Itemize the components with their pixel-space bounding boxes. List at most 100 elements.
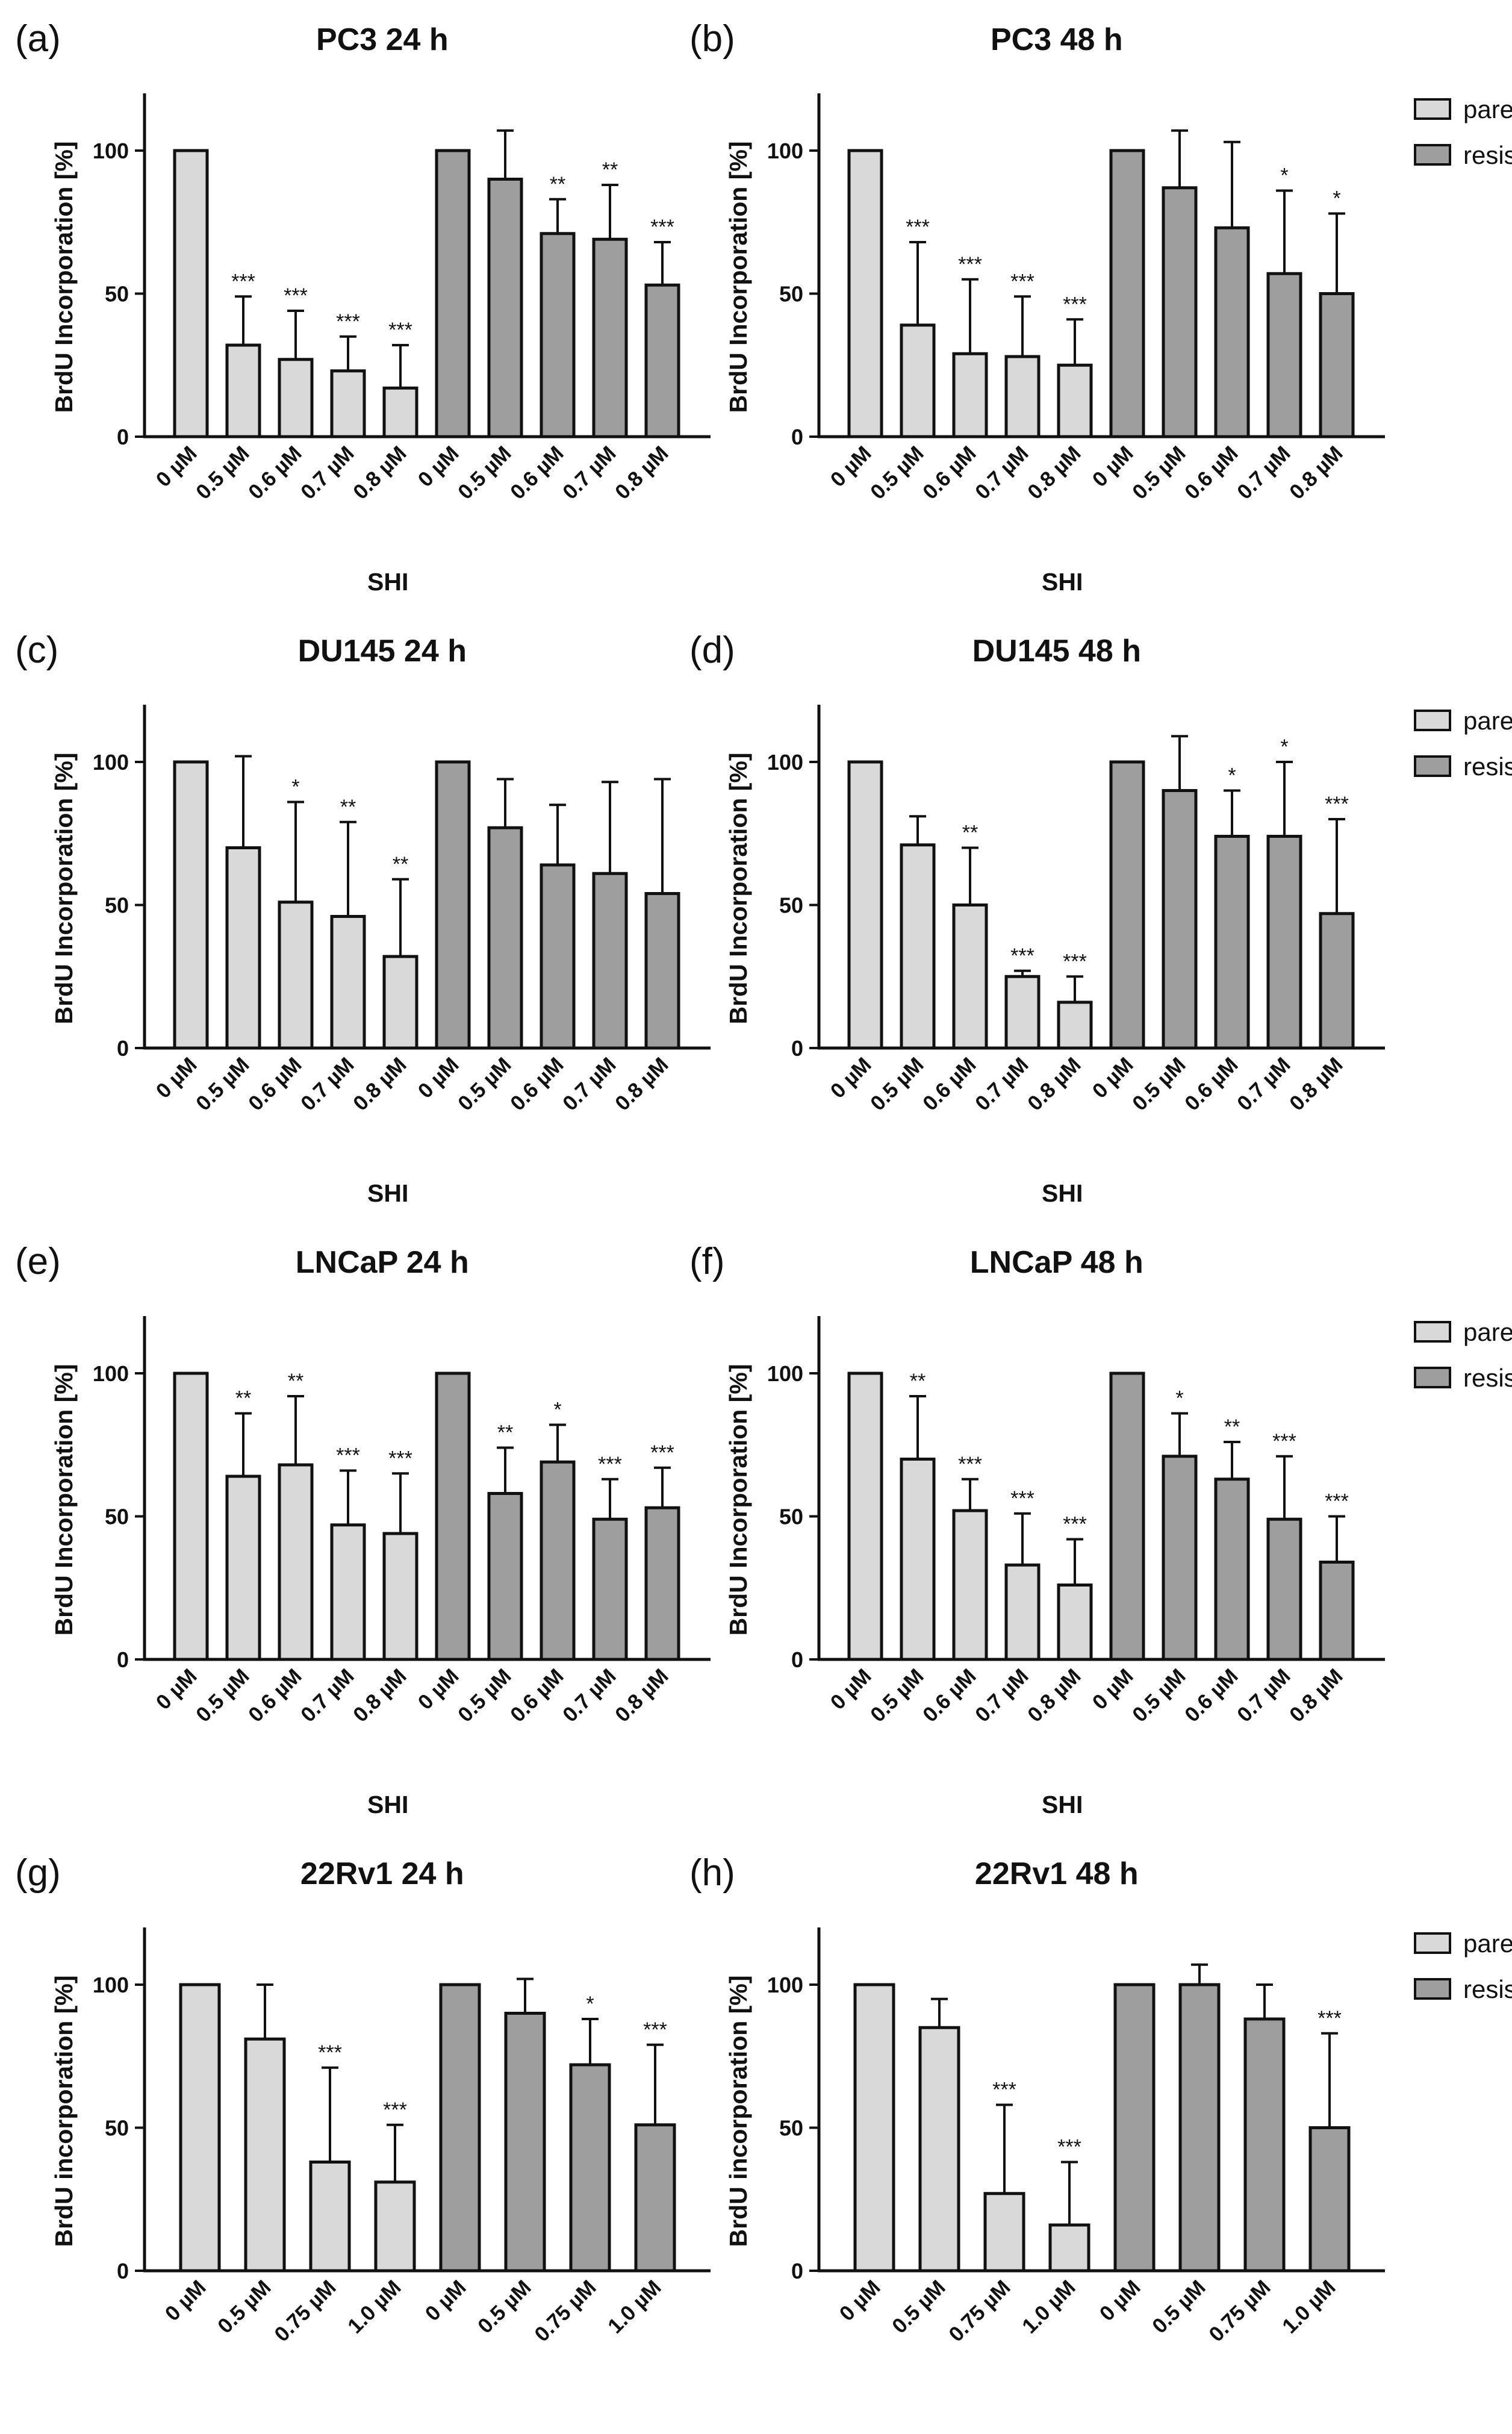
significance-label: *** xyxy=(958,253,982,276)
bar-resistant-2 xyxy=(540,232,576,438)
x-tick-label: 0.75 µM xyxy=(270,2276,341,2347)
x-tick-label: 0.75 µM xyxy=(944,2276,1015,2347)
chart-panel-5: (e) LNCaP 24 h BrdU Incorporation [%] 0 50 10… xyxy=(15,1241,711,1818)
y-tick-label: 100 xyxy=(93,1361,129,1386)
chart-panel-3: (c) DU145 24 h BrdU Incorporation [%] 0 50 10… xyxy=(15,629,711,1207)
x-tick-label: 0.7 µM xyxy=(558,1053,621,1116)
legend-swatch-parental xyxy=(1414,98,1451,120)
bar-parental-3 xyxy=(1004,975,1041,1050)
legend-swatch-resistant xyxy=(1414,755,1451,777)
significance-label: * xyxy=(553,1399,561,1421)
x-tick-label: 0.5 µM xyxy=(888,2276,950,2338)
x-tick-label: 0.8 µM xyxy=(1023,1053,1086,1116)
significance-label: * xyxy=(1280,164,1288,187)
x-tick-label: 0.5 µM xyxy=(473,2276,536,2338)
y-tick-label: 50 xyxy=(105,282,129,307)
y-tick-label: 50 xyxy=(779,282,803,307)
x-tick-label: 0.6 µM xyxy=(506,1664,568,1727)
bar-resistant-4 xyxy=(1319,912,1355,1050)
x-tick-label: 0.5 µM xyxy=(191,1053,254,1116)
x-tick-label: 0.8 µM xyxy=(611,1053,673,1116)
significance-label: *** xyxy=(1010,1487,1034,1510)
chart-title: PC3 24 h xyxy=(316,22,449,57)
y-axis-label: BrdU Incorporation [%] xyxy=(724,142,752,413)
x-tick-label: 0.6 µM xyxy=(918,442,981,504)
bar-parental-1 xyxy=(900,843,936,1050)
bar-resistant-1 xyxy=(504,2012,546,2273)
bar-parental-3 xyxy=(374,2180,416,2273)
bar-parental-4 xyxy=(382,955,418,1050)
chart-title: 22Rv1 24 h xyxy=(300,1856,464,1891)
x-tick-label: 0.8 µM xyxy=(1023,1664,1086,1727)
bar-resistant-3 xyxy=(1266,1517,1302,1661)
significance-label: * xyxy=(1175,1387,1183,1410)
x-tick-label: 0.6 µM xyxy=(244,1664,306,1727)
bar-parental-0 xyxy=(173,149,209,438)
significance-label: * xyxy=(1333,187,1340,210)
bar-parental-1 xyxy=(900,323,936,438)
legend-swatch-parental xyxy=(1414,710,1451,731)
bar-resistant-2 xyxy=(1214,226,1250,438)
significance-label: *** xyxy=(643,2018,667,2041)
bar-parental-1 xyxy=(225,846,261,1050)
x-tick-label: 0.8 µM xyxy=(1023,442,1086,504)
significance-label: *** xyxy=(1325,793,1349,816)
y-tick-label: 0 xyxy=(791,425,803,449)
x-tick-label: 0 µM xyxy=(1095,2276,1145,2326)
panel-label: (d) xyxy=(689,629,735,671)
x-tick-label: 0.6 µM xyxy=(244,442,306,504)
bar-resistant-3 xyxy=(592,1517,628,1661)
x-tick-label: 0.8 µM xyxy=(611,442,673,504)
panel-label: (a) xyxy=(15,18,61,60)
legend-label-resistant: resistant xyxy=(1463,1975,1512,2003)
bar-resistant-4 xyxy=(644,1506,680,1661)
bar-parental-2 xyxy=(309,2161,351,2273)
bar-resistant-2 xyxy=(1214,835,1250,1050)
legend-label-parental: parental xyxy=(1463,1929,1512,1958)
x-tick-label: 0.7 µM xyxy=(971,442,1033,504)
significance-label: ** xyxy=(602,158,618,181)
x-tick-label: 0.6 µM xyxy=(506,442,568,504)
bar-resistant-2 xyxy=(1243,2017,1286,2273)
x-tick-label: 0.75 µM xyxy=(530,2276,601,2347)
x-axis-label: SHI xyxy=(367,1179,408,1207)
significance-label: *** xyxy=(1063,950,1087,973)
y-axis-label: BrdU Incorporation [%] xyxy=(724,1364,752,1636)
chart-panel-4: (d) DU145 48 h BrdU Incorporation [%] 0 50 10… xyxy=(689,629,1512,1207)
y-axis-label: BrdU Incorporation [%] xyxy=(50,753,78,1025)
significance-label: *** xyxy=(1325,1490,1349,1513)
y-tick-label: 100 xyxy=(767,1361,803,1386)
bar-parental-3 xyxy=(330,915,366,1050)
bar-resistant-1 xyxy=(1162,186,1198,438)
bar-parental-0 xyxy=(179,1983,221,2273)
y-tick-label: 0 xyxy=(117,2259,129,2283)
significance-label: *** xyxy=(336,1444,360,1467)
y-tick-label: 100 xyxy=(767,139,803,163)
panel-label: (f) xyxy=(689,1241,725,1282)
bar-parental-1 xyxy=(244,2037,286,2273)
bar-resistant-1 xyxy=(487,178,523,438)
chart-title: DU145 24 h xyxy=(298,634,467,669)
bar-parental-3 xyxy=(1004,355,1041,438)
significance-label: * xyxy=(586,1992,594,2015)
x-tick-label: 0.8 µM xyxy=(349,1664,411,1727)
x-tick-label: 0.7 µM xyxy=(296,1664,359,1727)
bar-resistant-1 xyxy=(1178,1983,1221,2273)
bar-parental-3 xyxy=(1048,2223,1090,2273)
x-tick-label: 0.8 µM xyxy=(349,442,411,504)
significance-label: *** xyxy=(231,270,255,293)
y-tick-label: 50 xyxy=(779,1505,803,1529)
legend-label-parental: parental xyxy=(1463,707,1512,735)
y-tick-label: 100 xyxy=(767,750,803,775)
significance-label: *** xyxy=(1063,293,1087,316)
bar-parental-1 xyxy=(225,1474,261,1661)
x-tick-label: 0.6 µM xyxy=(506,1053,568,1116)
significance-label: *** xyxy=(1318,2007,1342,2030)
x-tick-label: 0.5 µM xyxy=(1128,1664,1190,1727)
bar-resistant-3 xyxy=(1308,2126,1351,2273)
bar-resistant-0 xyxy=(1109,149,1145,438)
significance-label: ** xyxy=(235,1387,251,1410)
y-tick-label: 100 xyxy=(93,1973,129,1997)
bar-parental-2 xyxy=(952,903,988,1050)
